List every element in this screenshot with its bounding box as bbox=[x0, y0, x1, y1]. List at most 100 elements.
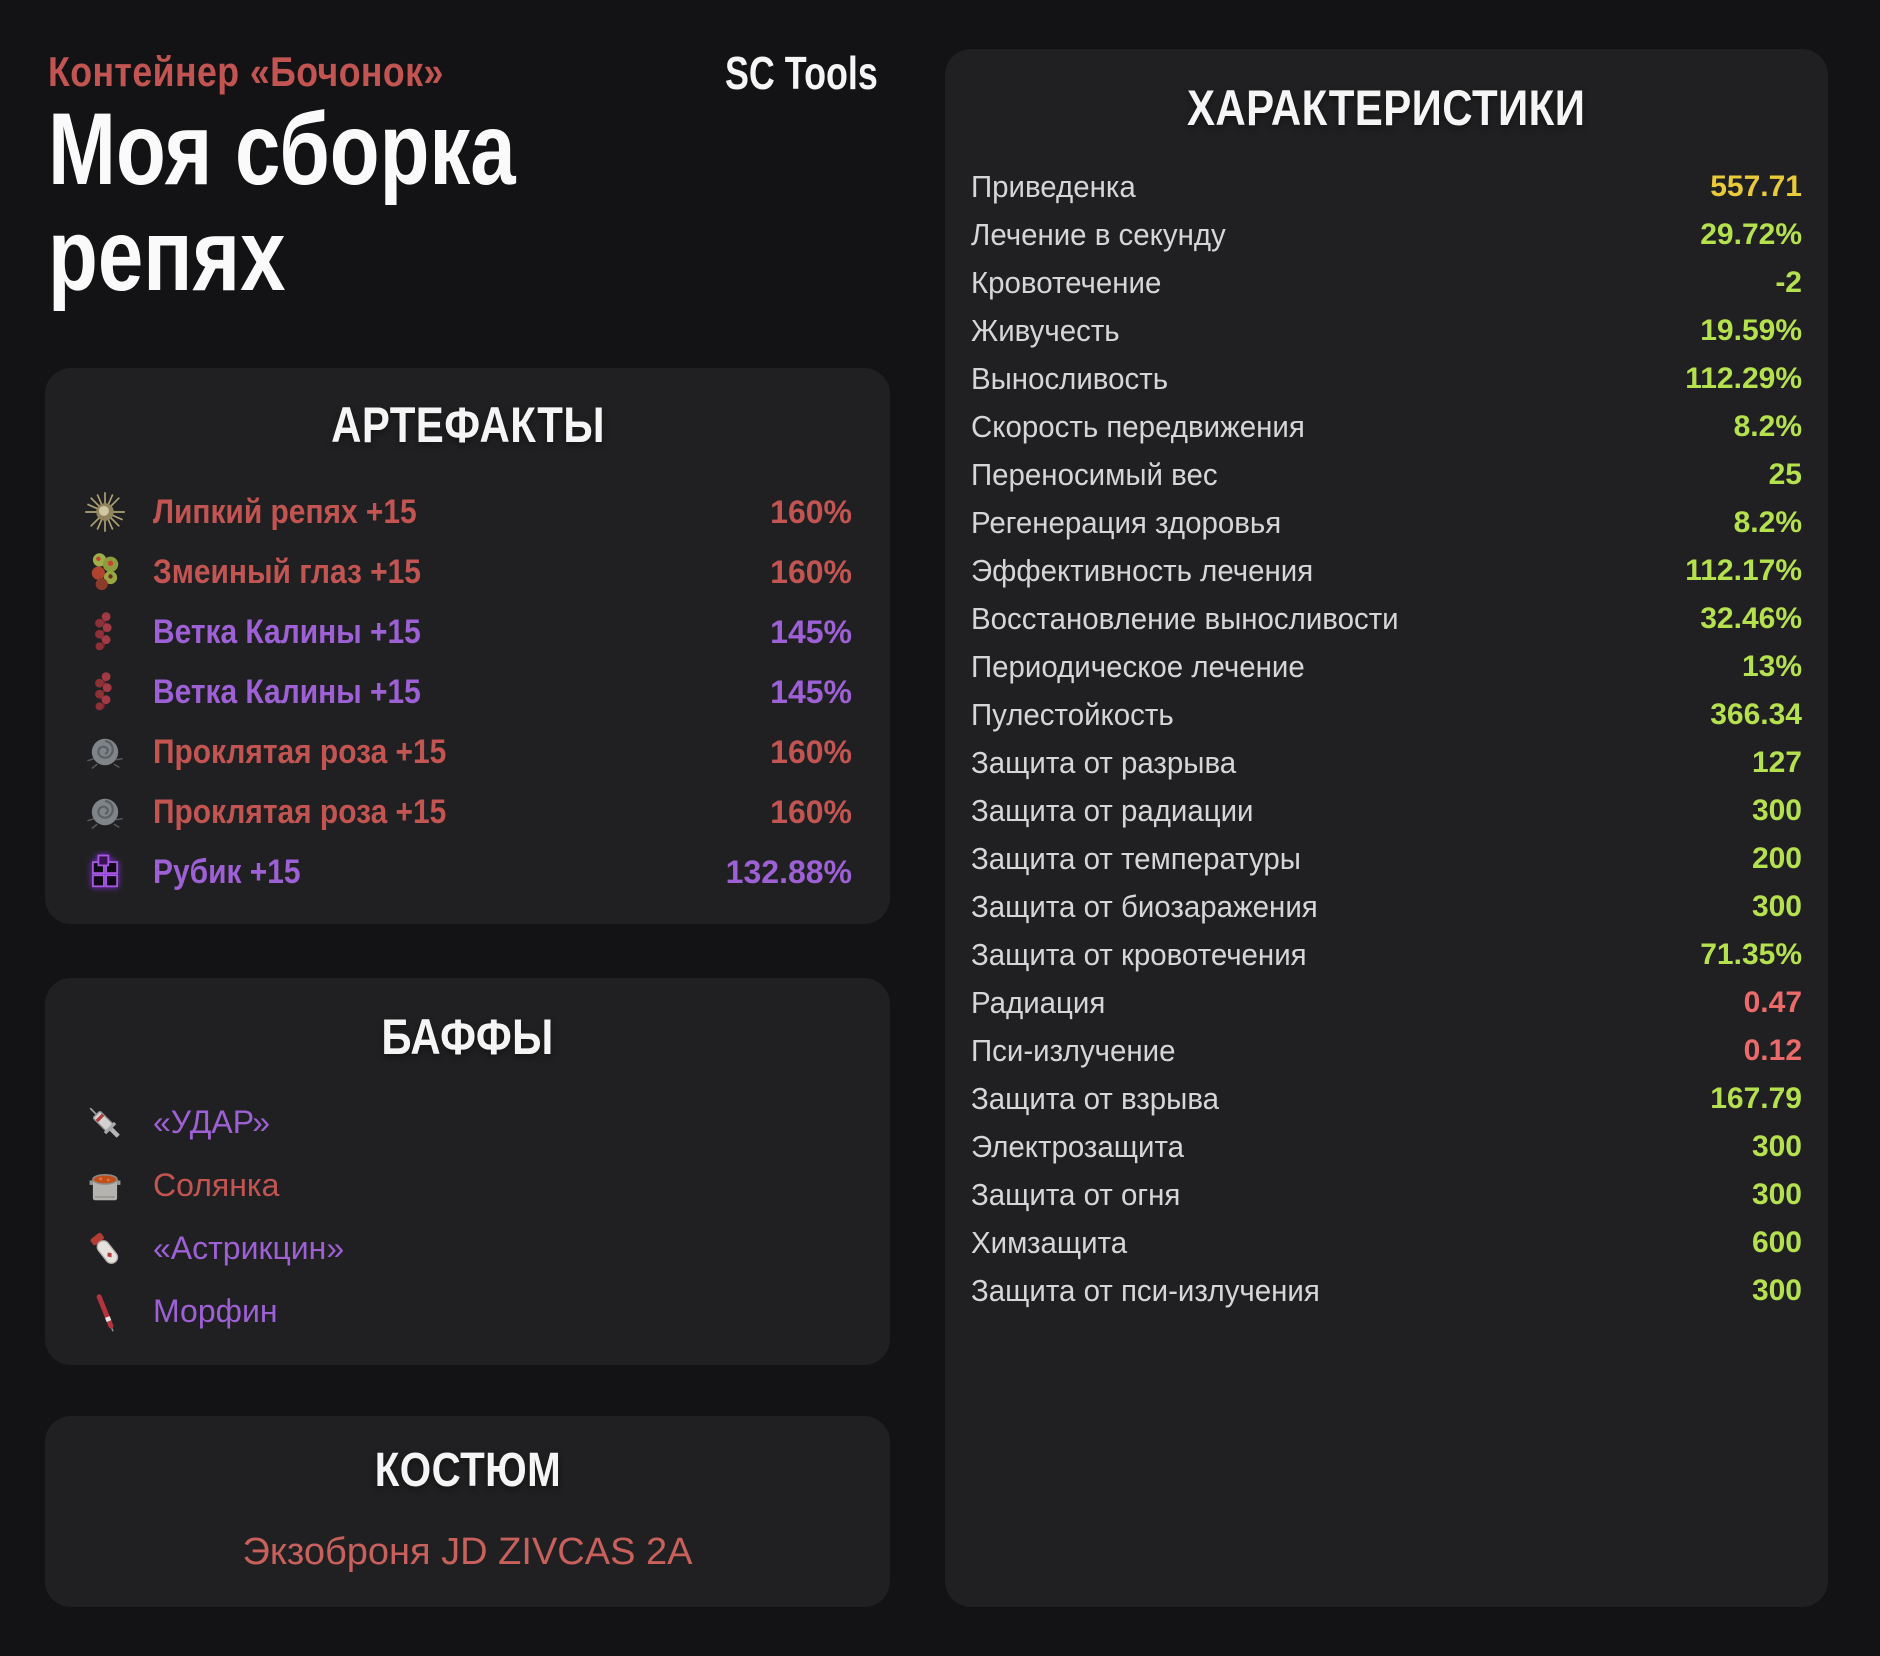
stat-row: Регенерация здоровья 8.2% bbox=[971, 499, 1802, 547]
stat-row: Защита от кровотечения 71.35% bbox=[971, 931, 1802, 979]
stat-row: Переносимый вес 25 bbox=[971, 451, 1802, 499]
stat-row: Лечение в секунду 29.72% bbox=[971, 211, 1802, 259]
artifact-name: Проклятая роза +15 bbox=[153, 732, 447, 771]
artifact-row[interactable]: Ветка Калины +15 145% bbox=[83, 602, 852, 662]
stat-value: 300 bbox=[1751, 890, 1802, 923]
stat-row: Живучесть 19.59% bbox=[971, 307, 1802, 355]
stat-value: 300 bbox=[1751, 794, 1802, 827]
stat-label: Приведенка bbox=[971, 169, 1136, 204]
artifact-row[interactable]: Рубик +15 132.88% bbox=[83, 842, 852, 902]
stat-label: Кровотечение bbox=[971, 265, 1162, 300]
stat-value: 300 bbox=[1751, 1274, 1802, 1307]
stat-label: Восстановление выносливости bbox=[971, 601, 1399, 636]
build-title-line1: Моя сборка bbox=[48, 92, 516, 206]
buff-name: Морфин bbox=[153, 1293, 278, 1329]
stat-row: Эффективность лечения 112.17% bbox=[971, 547, 1802, 595]
stat-label: Регенерация здоровья bbox=[971, 505, 1282, 540]
stat-value: 71.35% bbox=[1700, 938, 1802, 971]
stat-label: Защита от взрыва bbox=[971, 1081, 1220, 1116]
stat-value: 0.12 bbox=[1743, 1034, 1802, 1067]
stat-value: 366.34 bbox=[1710, 698, 1802, 731]
medicine-tube-icon bbox=[83, 1227, 127, 1271]
buff-row[interactable]: Морфин bbox=[83, 1280, 852, 1343]
stat-label: Защита от биозаражения bbox=[971, 889, 1318, 924]
stat-value: 32.46% bbox=[1700, 602, 1802, 635]
stat-row: Защита от радиации 300 bbox=[971, 787, 1802, 835]
stat-label: Защита от кровотечения bbox=[971, 937, 1307, 972]
stat-row: Пулестойкость 366.34 bbox=[971, 691, 1802, 739]
stat-label: Скорость передвижения bbox=[971, 409, 1305, 444]
stat-value: 8.2% bbox=[1733, 506, 1802, 539]
artifact-value: 145% bbox=[770, 673, 852, 710]
stat-value: 300 bbox=[1751, 1130, 1802, 1163]
soup-pot-icon bbox=[83, 1164, 127, 1208]
artifacts-title: АРТЕФАКТЫ bbox=[330, 397, 605, 453]
container-label: Контейнер «Бочонок» bbox=[48, 48, 444, 95]
artifact-value: 145% bbox=[770, 613, 852, 650]
stat-row: Приведенка 557.71 bbox=[971, 163, 1802, 211]
artifact-row[interactable]: Проклятая роза +15 160% bbox=[83, 722, 852, 782]
stat-label: Электрозащита bbox=[971, 1129, 1184, 1164]
stat-row: Электрозащита 300 bbox=[971, 1123, 1802, 1171]
stat-row: Пси-излучение 0.12 bbox=[971, 1027, 1802, 1075]
buff-row[interactable]: Солянка bbox=[83, 1154, 852, 1217]
suit-name[interactable]: Экзоброня JD ZIVCAS 2A bbox=[242, 1531, 693, 1573]
stat-value: 25 bbox=[1768, 458, 1802, 491]
artifact-row[interactable]: Змеиный глаз +15 160% bbox=[83, 542, 852, 602]
stat-row: Защита от биозаражения 300 bbox=[971, 883, 1802, 931]
stat-label: Эффективность лечения bbox=[971, 553, 1314, 588]
artifact-value: 160% bbox=[770, 553, 852, 590]
buffs-list: «УДАР» Солянка «Астрикцин» Морфин bbox=[83, 1091, 852, 1343]
buff-row[interactable]: «Астрикцин» bbox=[83, 1217, 852, 1280]
cursed-rose-artifact-icon bbox=[83, 790, 127, 834]
suit-title: КОСТЮМ bbox=[374, 1444, 561, 1497]
build-title-line2: репях bbox=[48, 198, 286, 313]
buff-name: «УДАР» bbox=[153, 1104, 271, 1140]
buffs-title: БАФФЫ bbox=[381, 1009, 554, 1065]
artifact-value: 160% bbox=[770, 733, 852, 770]
stat-value: 200 bbox=[1751, 842, 1802, 875]
stat-value: 300 bbox=[1751, 1178, 1802, 1211]
artifact-value: 132.88% bbox=[725, 853, 852, 890]
stat-label: Пулестойкость bbox=[971, 697, 1174, 732]
stat-row: Защита от разрыва 127 bbox=[971, 739, 1802, 787]
stat-value: 19.59% bbox=[1700, 314, 1802, 347]
stat-row: Химзащита 600 bbox=[971, 1219, 1802, 1267]
stat-label: Радиация bbox=[971, 985, 1106, 1020]
stat-row: Защита от пси-излучения 300 bbox=[971, 1267, 1802, 1315]
stat-row: Скорость передвижения 8.2% bbox=[971, 403, 1802, 451]
stat-row: Кровотечение -2 bbox=[971, 259, 1802, 307]
syringe-icon bbox=[83, 1101, 127, 1145]
stat-label: Выносливость bbox=[971, 361, 1169, 396]
stat-row: Радиация 0.47 bbox=[971, 979, 1802, 1027]
stat-value: 112.29% bbox=[1685, 362, 1802, 395]
stat-label: Лечение в секунду bbox=[971, 217, 1226, 252]
cursed-rose-artifact-icon bbox=[83, 730, 127, 774]
artifact-row[interactable]: Липкий репях +15 160% bbox=[83, 482, 852, 542]
artifact-name: Проклятая роза +15 bbox=[153, 792, 447, 831]
stats-list: Приведенка 557.71 Лечение в секунду 29.7… bbox=[971, 163, 1802, 1315]
burr-artifact-icon bbox=[83, 490, 127, 534]
kalina-branch-artifact-icon bbox=[83, 670, 127, 714]
rubik-cube-artifact-icon bbox=[83, 850, 127, 894]
stat-label: Химзащита bbox=[971, 1225, 1128, 1260]
stat-label: Защита от пси-излучения bbox=[971, 1273, 1320, 1308]
stat-label: Пси-излучение bbox=[971, 1033, 1176, 1068]
buff-name: «Астрикцин» bbox=[153, 1230, 345, 1266]
stat-value: 112.17% bbox=[1685, 554, 1802, 587]
morphine-injector-icon bbox=[83, 1290, 127, 1334]
suit-panel: КОСТЮМ Экзоброня JD ZIVCAS 2A bbox=[45, 1416, 890, 1607]
artifacts-panel: АРТЕФАКТЫ Липкий репях +15 160% Змеиный … bbox=[45, 368, 890, 924]
stat-label: Живучесть bbox=[971, 313, 1120, 348]
buff-row[interactable]: «УДАР» bbox=[83, 1091, 852, 1154]
artifact-name: Липкий репях +15 bbox=[153, 492, 417, 531]
artifact-row[interactable]: Ветка Калины +15 145% bbox=[83, 662, 852, 722]
stat-value: 0.47 bbox=[1743, 986, 1802, 1019]
artifact-row[interactable]: Проклятая роза +15 160% bbox=[83, 782, 852, 842]
stat-value: 167.79 bbox=[1710, 1082, 1802, 1115]
sc-tools-logo: SC Tools bbox=[725, 47, 878, 99]
stats-title: ХАРАКТЕРИСТИКИ bbox=[1187, 80, 1586, 136]
stat-value: 29.72% bbox=[1700, 218, 1802, 251]
stats-panel: ХАРАКТЕРИСТИКИ Приведенка 557.71 Лечение… bbox=[945, 49, 1828, 1607]
artifact-name: Ветка Калины +15 bbox=[153, 612, 421, 651]
